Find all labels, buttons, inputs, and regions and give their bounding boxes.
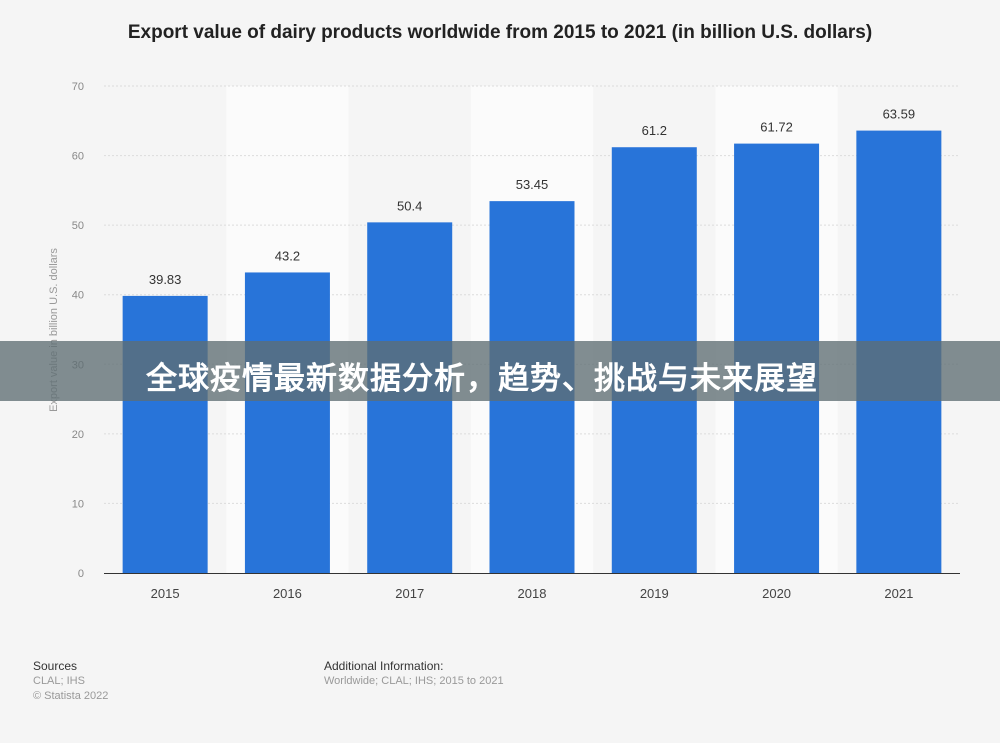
- y-tick-label: 10: [72, 498, 84, 510]
- y-tick-label: 40: [72, 290, 84, 302]
- additional-info-heading: Additional Information:: [324, 659, 444, 673]
- y-tick-label: 60: [72, 151, 84, 163]
- sources-block: Sources CLAL; IHS © Statista 2022: [33, 659, 108, 704]
- bar-value-label: 61.2: [642, 123, 667, 138]
- headline-banner-text: 全球疫情最新数据分析，趋势、挑战与未来展望: [146, 361, 818, 397]
- y-tick-label: 20: [72, 429, 84, 441]
- additional-info-line: Worldwide; CLAL; IHS; 2015 to 2021: [324, 675, 504, 687]
- y-tick-label: 50: [72, 220, 84, 232]
- sources-heading: Sources: [33, 659, 78, 673]
- x-tick-label: 2015: [151, 586, 180, 601]
- bar-value-label: 61.72: [760, 120, 793, 135]
- y-tick-label: 0: [78, 568, 84, 580]
- x-tick-label: 2016: [273, 586, 302, 601]
- bar: [122, 295, 208, 573]
- bar-value-label: 43.2: [275, 248, 300, 263]
- headline-banner: 全球疫情最新数据分析，趋势、挑战与未来展望: [0, 341, 1000, 401]
- x-tick-label: 2017: [395, 586, 424, 601]
- sources-line: CLAL; IHS: [33, 675, 85, 687]
- x-tick-label: 2021: [884, 586, 913, 601]
- y-tick-label: 70: [72, 81, 84, 93]
- bar-value-label: 53.45: [516, 177, 549, 192]
- x-tick-label: 2020: [762, 586, 791, 601]
- x-tick-label: 2019: [640, 586, 669, 601]
- chart-title: Export value of dairy products worldwide…: [127, 22, 873, 43]
- bar: [244, 272, 330, 573]
- bar-value-label: 39.83: [149, 272, 182, 287]
- copyright-line: © Statista 2022: [33, 690, 109, 702]
- bar-value-label: 63.59: [883, 107, 916, 122]
- x-tick-label: 2018: [518, 586, 547, 601]
- additional-info-block: Additional Information: Worldwide; CLAL;…: [324, 659, 504, 689]
- bar-value-label: 50.4: [397, 198, 422, 213]
